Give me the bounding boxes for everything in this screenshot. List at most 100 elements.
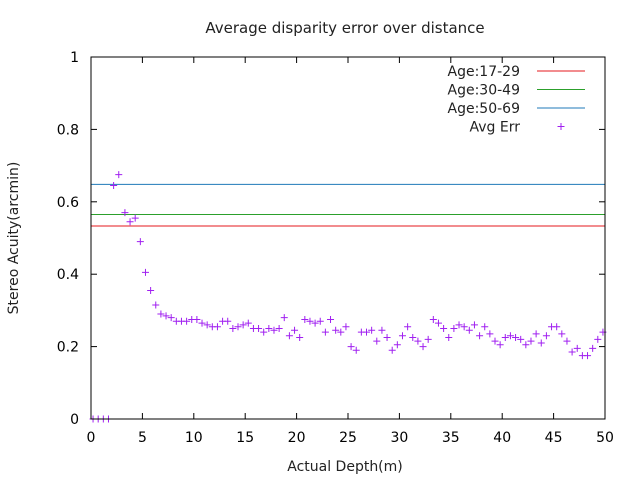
data-point [306, 317, 314, 325]
data-point [110, 182, 118, 190]
data-point [183, 317, 191, 325]
data-point [316, 317, 324, 325]
data-point [434, 319, 442, 327]
data-point [213, 323, 221, 331]
data-point [440, 325, 448, 332]
data-point [342, 323, 350, 331]
data-point [239, 321, 247, 329]
data-point [470, 321, 478, 329]
data-point [265, 325, 273, 332]
data-point [275, 325, 283, 332]
data-point [542, 332, 550, 340]
data-point [476, 332, 484, 340]
data-point [568, 348, 576, 356]
data-point [491, 337, 499, 345]
x-tick-label: 50 [596, 430, 614, 446]
y-tick-label: 0.2 [57, 340, 79, 356]
legend-swatch [557, 123, 565, 130]
data-point [512, 334, 520, 342]
y-tick-label: 0.8 [57, 122, 79, 138]
y-tick-label: 0.4 [57, 267, 79, 283]
data-point [378, 326, 386, 334]
y-axis-label: Stereo Acuity(arcmin) [6, 162, 22, 315]
legend-label: Avg Err [470, 120, 521, 136]
data-point [157, 310, 165, 318]
data-point [260, 328, 268, 336]
data-point [167, 314, 175, 322]
x-tick-label: 40 [493, 430, 511, 446]
data-point [517, 335, 525, 343]
data-point [126, 218, 134, 226]
x-axis-label: Actual Depth(m) [287, 459, 403, 475]
data-point [409, 334, 417, 342]
data-point [296, 334, 304, 342]
data-point [584, 352, 592, 360]
data-point [455, 321, 463, 329]
legend-label: Age:50-69 [448, 101, 520, 117]
data-point [311, 319, 319, 327]
data-point [589, 344, 597, 352]
reference-lines [91, 183, 605, 227]
y-tick-label: 1 [70, 50, 79, 66]
data-point [563, 337, 571, 345]
data-point [141, 268, 149, 276]
data-point [501, 334, 509, 342]
plot-area [90, 56, 606, 420]
data-point [553, 323, 561, 331]
x-tick-label: 25 [339, 430, 357, 446]
data-point [373, 337, 381, 345]
data-point [352, 346, 360, 354]
data-point [332, 326, 340, 334]
data-point [573, 344, 581, 352]
legend-label: Age:17-29 [448, 64, 520, 80]
data-point [496, 341, 504, 349]
data-point [152, 301, 160, 309]
data-point [301, 315, 309, 323]
data-point [532, 330, 540, 338]
data-point [115, 171, 123, 179]
data-point [368, 326, 376, 334]
data-point [224, 317, 232, 325]
data-point [481, 323, 489, 331]
x-tick-label: 30 [390, 430, 408, 446]
tick-labels: 0 5 10 15 20 25 30 35 40 45 50 0 0.2 0.4 0.6 0.8 1 [57, 50, 614, 446]
data-point [383, 334, 391, 342]
y-tick-label: 0 [70, 412, 79, 428]
data-point [419, 343, 427, 351]
data-point [162, 312, 170, 320]
data-point [424, 335, 432, 343]
data-point [506, 332, 514, 340]
x-tick-label: 0 [87, 430, 96, 446]
x-tick-label: 15 [236, 430, 254, 446]
data-point [414, 337, 422, 345]
data-point [429, 315, 437, 323]
data-points [89, 171, 607, 423]
data-point [527, 337, 535, 345]
data-point [460, 323, 468, 331]
legend-label: Age:30-49 [448, 83, 520, 99]
data-point [558, 330, 566, 338]
data-point [229, 325, 237, 332]
data-point [203, 321, 211, 329]
chart-title: Average disparity error over distance [205, 19, 484, 37]
data-point [486, 330, 494, 338]
data-point [321, 328, 329, 336]
data-point [280, 314, 288, 322]
x-tick-label: 20 [288, 430, 306, 446]
data-point [398, 332, 406, 340]
x-tick-label: 45 [545, 430, 563, 446]
data-point [244, 319, 252, 327]
data-point [465, 326, 473, 334]
data-point [147, 286, 155, 294]
y-tick-label: 0.6 [57, 195, 79, 211]
data-point [347, 343, 355, 351]
data-point [327, 315, 335, 323]
data-point [234, 323, 242, 331]
data-point [270, 326, 278, 334]
data-point [255, 325, 263, 332]
data-point [285, 332, 293, 340]
data-point [198, 319, 206, 327]
axis-ticks [90, 56, 606, 420]
data-point [363, 328, 371, 336]
